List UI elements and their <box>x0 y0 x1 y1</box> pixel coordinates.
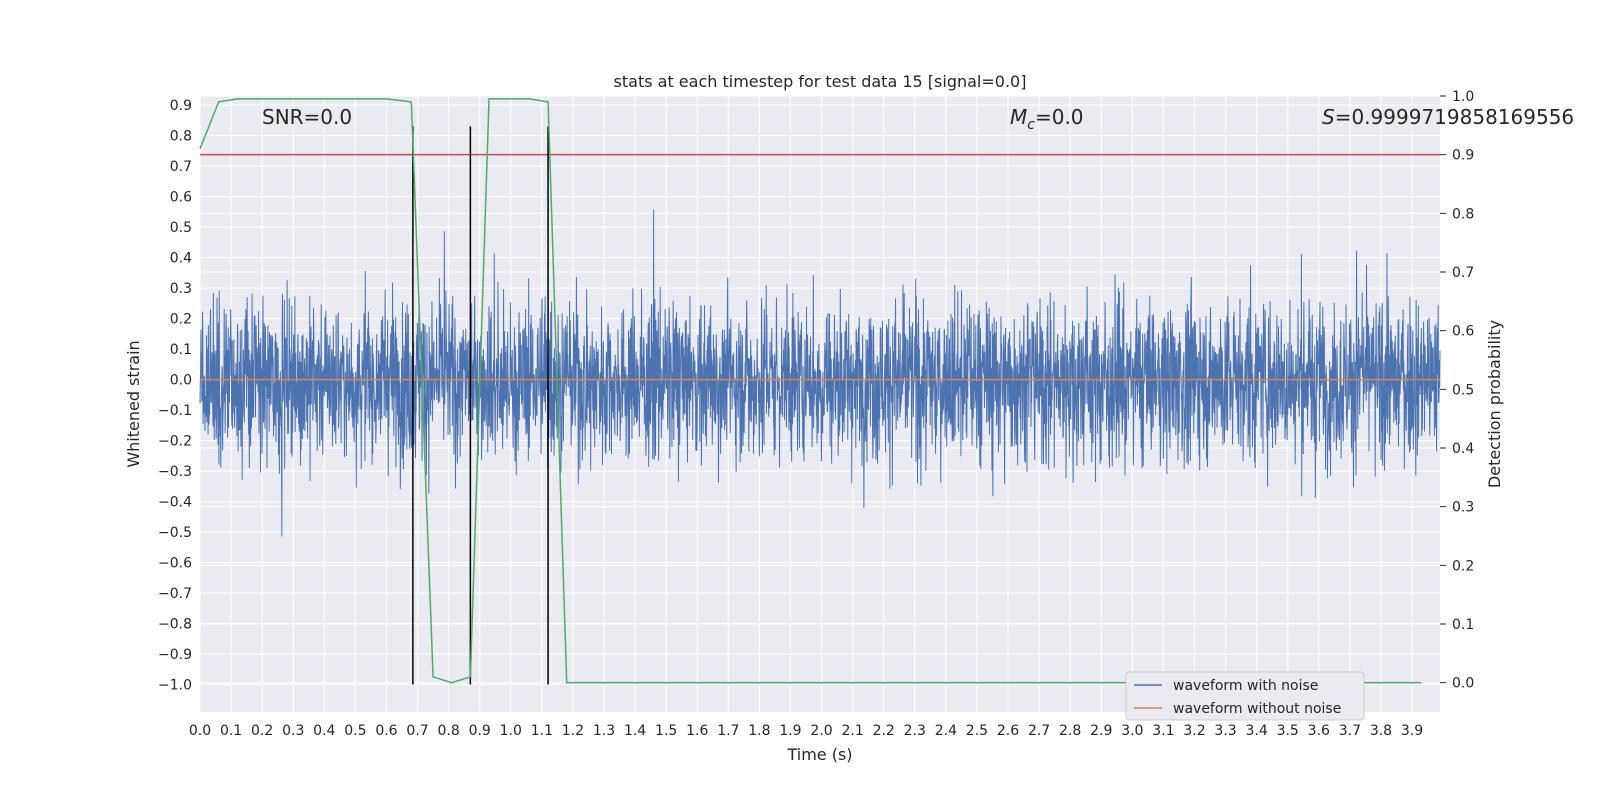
y-tick-label-left: 0.8 <box>170 129 192 145</box>
y-tick-label-left: 0.9 <box>170 98 192 114</box>
y-tick-label-right: 0.3 <box>1452 500 1474 516</box>
y-tick-label-left: 0.1 <box>170 342 192 358</box>
x-tick-label: 2.0 <box>810 723 832 739</box>
y-tick-label-left: 0.7 <box>170 159 192 175</box>
y-tick-label-right: 0.1 <box>1452 617 1474 633</box>
legend-label-noise: waveform with noise <box>1173 678 1318 694</box>
legend-label-clean: waveform without noise <box>1173 701 1341 717</box>
x-tick-label: 0.1 <box>220 723 242 739</box>
x-tick-label: 2.9 <box>1090 723 1112 739</box>
y-axis-label-left: Whitened strain <box>124 340 143 467</box>
x-tick-label: 3.8 <box>1370 723 1392 739</box>
x-tick-label: 1.2 <box>562 723 584 739</box>
x-tick-label: 2.4 <box>935 723 957 739</box>
x-ticks: 0.0 0.1 0.2 0.3 0.4 0.5 0.6 0.7 0.8 0.9 1.0 1.1 1.2 1… <box>189 723 1423 739</box>
y-axis-label-right: Detection probability <box>1485 320 1504 488</box>
y-tick-label-left: 0.3 <box>170 281 192 297</box>
detection-probability-line <box>199 98 1422 684</box>
y-tick-label-right: 0.9 <box>1452 148 1474 164</box>
x-tick-label: 2.7 <box>1028 723 1050 739</box>
y-tick-label-left: −0.3 <box>158 464 192 480</box>
x-tick-label: 3.0 <box>1121 723 1143 739</box>
legend: waveform with noise waveform without noi… <box>1125 671 1365 721</box>
x-tick-label: 2.3 <box>904 723 926 739</box>
x-tick-label: 0.0 <box>189 723 211 739</box>
x-tick-label: 2.2 <box>873 723 895 739</box>
x-tick-label: 3.3 <box>1214 723 1236 739</box>
y-tick-label-left: 0.4 <box>170 251 192 267</box>
y-tick-label-right: 1.0 <box>1452 89 1474 105</box>
mc-value: =0.0 <box>1035 105 1084 129</box>
x-tick-label: 3.1 <box>1152 723 1174 739</box>
x-tick-label: 1.8 <box>748 723 770 739</box>
y-tick-label-right: 0.6 <box>1452 324 1474 340</box>
x-tick-label: 1.9 <box>779 723 801 739</box>
x-tick-label: 1.0 <box>500 723 522 739</box>
x-tick-label: 0.2 <box>251 723 273 739</box>
x-tick-label: 1.5 <box>655 723 677 739</box>
s-value: =0.9999719858169556 <box>1335 105 1574 129</box>
mc-subscript: c <box>1027 117 1035 133</box>
y-tick-label-left: 0.6 <box>170 190 192 206</box>
x-tick-label: 1.7 <box>717 723 739 739</box>
y-ticks-right: 1.0 0.9 0.8 0.7 0.6 0.5 0.4 0.3 0.2 0.1 0.0 <box>1440 89 1474 692</box>
y-tick-label-left: 0.5 <box>170 220 192 236</box>
x-tick-label: 2.5 <box>966 723 988 739</box>
x-tick-label: 1.4 <box>624 723 646 739</box>
chart-title: stats at each timestep for test data 15 … <box>614 72 1027 91</box>
x-tick-label: 0.6 <box>375 723 397 739</box>
x-tick-label: 1.3 <box>593 723 615 739</box>
s-symbol: S <box>1322 105 1335 129</box>
mc-symbol: M <box>1010 105 1027 129</box>
y-tick-label-right: 0.2 <box>1452 558 1474 574</box>
x-axis-label: Time (s) <box>786 745 852 764</box>
y-tick-label-right: 0.0 <box>1452 676 1474 692</box>
x-tick-label: 3.5 <box>1277 723 1299 739</box>
y-tick-label-left: −0.5 <box>158 525 192 541</box>
x-tick-label: 3.2 <box>1183 723 1205 739</box>
x-tick-label: 3.9 <box>1401 723 1423 739</box>
y-tick-label-left: 0.2 <box>170 312 192 328</box>
x-tick-label: 1.1 <box>531 723 553 739</box>
x-tick-label: 2.1 <box>841 723 863 739</box>
x-tick-label: 0.9 <box>469 723 491 739</box>
y-tick-label-right: 0.4 <box>1452 441 1474 457</box>
y-tick-label-right: 0.5 <box>1452 382 1474 398</box>
y-tick-label-left: −0.7 <box>158 586 192 602</box>
waveform-with-noise-line <box>199 209 1441 537</box>
y-tick-label-left: −0.4 <box>158 495 192 511</box>
y-tick-label-right: 0.7 <box>1452 265 1474 281</box>
y-tick-label-left: −0.2 <box>158 434 192 450</box>
s-annotation: S=0.9999719858169556 <box>1322 105 1574 129</box>
snr-annotation: SNR=0.0 <box>262 105 352 129</box>
mc-annotation: Mc=0.0 <box>1010 105 1084 133</box>
x-tick-label: 0.8 <box>437 723 459 739</box>
x-tick-label: 0.5 <box>344 723 366 739</box>
legend-box <box>1125 671 1365 721</box>
y-tick-label-left: −1.0 <box>158 678 192 694</box>
y-ticks-left: 0.9 0.8 0.7 0.6 0.5 0.4 0.3 0.2 0.1 0.0 −0.1 −0.2 −0… <box>158 98 192 693</box>
y-tick-label-left: 0.0 <box>170 373 192 389</box>
x-tick-label: 3.6 <box>1308 723 1330 739</box>
x-tick-label: 3.4 <box>1246 723 1268 739</box>
series-layer <box>199 98 1441 685</box>
y-tick-label-right: 0.8 <box>1452 206 1474 222</box>
x-tick-label: 0.3 <box>282 723 304 739</box>
x-tick-label: 0.7 <box>406 723 428 739</box>
x-tick-label: 2.6 <box>997 723 1019 739</box>
y-tick-label-left: −0.8 <box>158 617 192 633</box>
x-tick-label: 0.4 <box>313 723 335 739</box>
x-tick-label: 1.6 <box>686 723 708 739</box>
x-tick-label: 2.8 <box>1059 723 1081 739</box>
y-tick-label-left: −0.9 <box>158 647 192 663</box>
y-tick-label-left: −0.1 <box>158 403 192 419</box>
y-tick-label-left: −0.6 <box>158 556 192 572</box>
x-tick-label: 3.7 <box>1339 723 1361 739</box>
